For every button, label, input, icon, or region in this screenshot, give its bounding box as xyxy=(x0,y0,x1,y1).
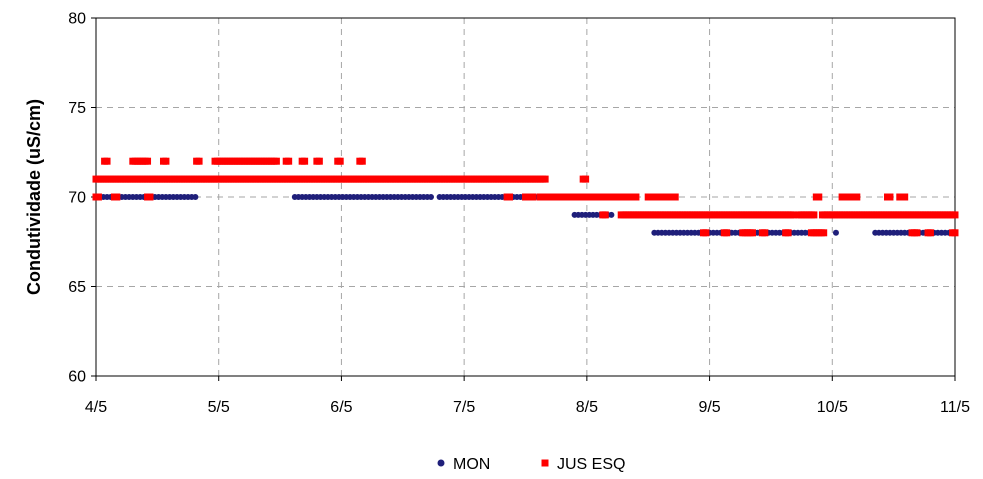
legend: MON JUS ESQ xyxy=(437,456,625,473)
data-point xyxy=(506,193,514,201)
data-point xyxy=(144,157,152,165)
data-point xyxy=(113,193,121,201)
data-point xyxy=(94,193,102,201)
data-point xyxy=(358,157,366,165)
x-tick-label: 9/5 xyxy=(698,399,720,416)
data-point xyxy=(815,193,823,201)
data-point xyxy=(820,229,828,237)
data-point xyxy=(853,193,861,201)
data-point xyxy=(810,211,818,219)
y-tick-label: 60 xyxy=(68,369,86,386)
data-point xyxy=(315,157,323,165)
data-point xyxy=(285,157,293,165)
series-jus-esq xyxy=(92,157,959,237)
data-point xyxy=(146,193,154,201)
data-point xyxy=(272,157,280,165)
x-tick-label: 4/5 xyxy=(85,399,107,416)
data-point xyxy=(192,194,199,200)
y-axis-title: Condutividade (uS/cm) xyxy=(24,99,44,295)
data-point xyxy=(749,229,757,237)
data-point xyxy=(832,229,839,236)
data-point xyxy=(926,229,934,237)
data-point xyxy=(428,194,435,200)
data-point xyxy=(529,193,537,201)
data-point xyxy=(784,229,792,237)
series-layer xyxy=(92,157,959,237)
x-axis: 4/5 5/5 6/5 7/5 8/5 9/5 10/5 11/5 xyxy=(85,376,970,416)
legend-label-jus-esq: JUS ESQ xyxy=(557,456,625,473)
x-tick-label: 6/5 xyxy=(330,399,352,416)
data-point xyxy=(951,229,959,237)
x-tick-label: 8/5 xyxy=(576,399,598,416)
data-point xyxy=(901,193,909,201)
x-tick-label: 11/5 xyxy=(940,399,970,416)
data-point xyxy=(301,157,309,165)
x-tick-label: 5/5 xyxy=(208,399,230,416)
y-tick-label: 80 xyxy=(68,11,86,28)
data-point xyxy=(761,229,769,237)
y-tick-label: 65 xyxy=(68,279,86,296)
data-point xyxy=(541,175,549,183)
data-point xyxy=(336,157,344,165)
data-point xyxy=(608,211,615,218)
legend-marker-jus-esq xyxy=(541,459,549,467)
data-point xyxy=(913,229,921,237)
y-tick-label: 70 xyxy=(68,190,86,207)
y-tick-label: 75 xyxy=(68,100,86,117)
data-point xyxy=(195,157,203,165)
x-tick-label: 10/5 xyxy=(817,399,848,416)
data-point xyxy=(601,211,609,219)
data-point xyxy=(886,193,894,201)
data-point xyxy=(723,229,731,237)
data-point xyxy=(162,157,170,165)
x-tick-label: 7/5 xyxy=(453,399,475,416)
legend-label-mon: MON xyxy=(453,456,490,473)
data-point xyxy=(582,175,590,183)
data-point xyxy=(103,157,111,165)
data-point xyxy=(632,193,640,201)
y-axis: 60 65 70 75 80 xyxy=(68,11,96,386)
data-point xyxy=(951,211,959,219)
data-point xyxy=(702,229,710,237)
legend-marker-mon xyxy=(437,459,445,467)
data-point xyxy=(789,211,797,219)
data-point xyxy=(671,193,679,201)
